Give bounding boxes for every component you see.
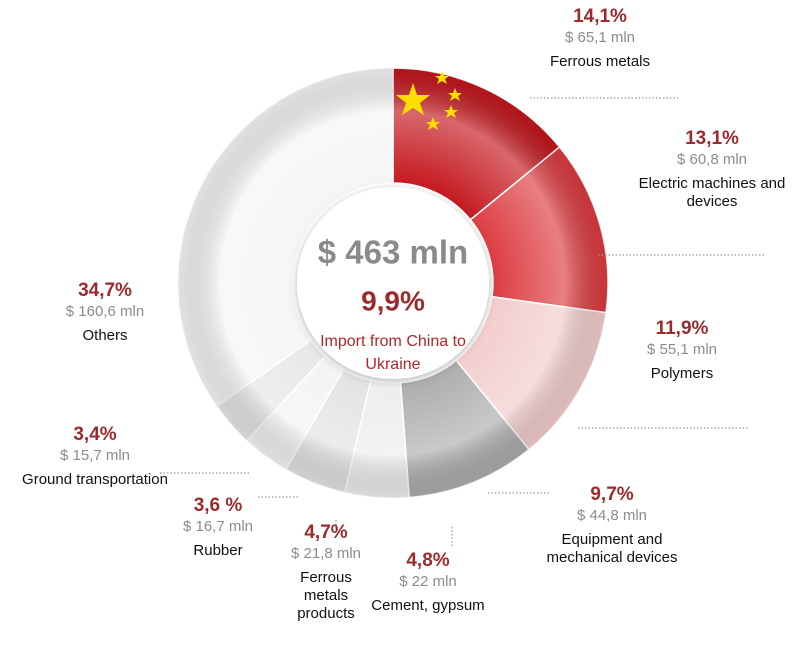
percent-label: 34,7% <box>78 280 132 301</box>
percent-label: 4,7% <box>304 522 348 543</box>
center-share: 9,9% <box>361 285 425 316</box>
amount-label: $ 65,1 mln <box>564 28 636 46</box>
amount-label: $ 22 mln <box>399 572 457 590</box>
center-caption: Import from China to Ukraine <box>320 333 466 374</box>
slice-label: 9,7% $ 44,8 mln Equipment and mechanical d… <box>532 484 692 567</box>
amount-label: $ 160,6 mln <box>65 302 145 320</box>
category-label: Others <box>82 326 128 344</box>
center-circle <box>297 187 489 379</box>
amount-label: $ 21,8 mln <box>290 544 362 562</box>
amount-label: $ 44,8 mln <box>576 506 648 524</box>
slice-label: 13,1% $ 60,8 mln Electric machines and dev… <box>627 128 797 211</box>
category-label: Ground transportation <box>22 470 168 488</box>
slice-label: 14,1% $ 65,1 mln Ferrous metals <box>525 6 675 71</box>
amount-label: $ 60,8 mln <box>676 150 748 168</box>
slice-label: 3,6 % $ 16,7 mln Rubber <box>168 495 268 560</box>
slice-label: 3,4% $ 15,7 mln Ground transportation <box>15 424 175 489</box>
slice-label: 34,7% $ 160,6 mln Others <box>35 280 175 345</box>
percent-label: 9,7% <box>590 484 634 505</box>
percent-label: 3,6 % <box>193 495 243 516</box>
category-label: Cement, gypsum <box>371 596 485 614</box>
percent-label: 14,1% <box>573 6 627 27</box>
percent-label: 11,9% <box>655 318 709 339</box>
category-label: Rubber <box>193 541 243 559</box>
percent-label: 4,8% <box>406 550 450 571</box>
amount-label: $ 16,7 mln <box>182 517 254 535</box>
category-label: Ferrous metals <box>549 52 651 70</box>
slice-label: 4,7% $ 21,8 mln Ferrous metals products <box>281 522 371 623</box>
percent-label: 3,4% <box>73 424 117 445</box>
category-label: Ferrous metals products <box>297 568 355 622</box>
flag-stars <box>396 71 462 130</box>
slice-label: 11,9% $ 55,1 mln Polymers <box>622 318 742 383</box>
category-label: Electric machines and devices <box>638 174 786 210</box>
center-title: $ 463 mln <box>318 234 468 271</box>
slice-label: 4,8% $ 22 mln Cement, gypsum <box>358 550 498 615</box>
percent-label: 13,1% <box>685 128 739 149</box>
category-label: Polymers <box>650 364 714 382</box>
amount-label: $ 55,1 mln <box>646 340 718 358</box>
category-label: Equipment and mechanical devices <box>546 530 678 566</box>
amount-label: $ 15,7 mln <box>59 446 131 464</box>
